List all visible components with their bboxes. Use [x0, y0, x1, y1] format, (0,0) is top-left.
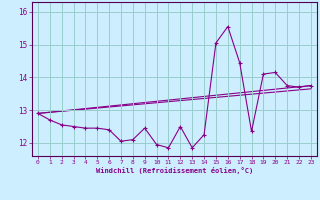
X-axis label: Windchill (Refroidissement éolien,°C): Windchill (Refroidissement éolien,°C) [96, 167, 253, 174]
